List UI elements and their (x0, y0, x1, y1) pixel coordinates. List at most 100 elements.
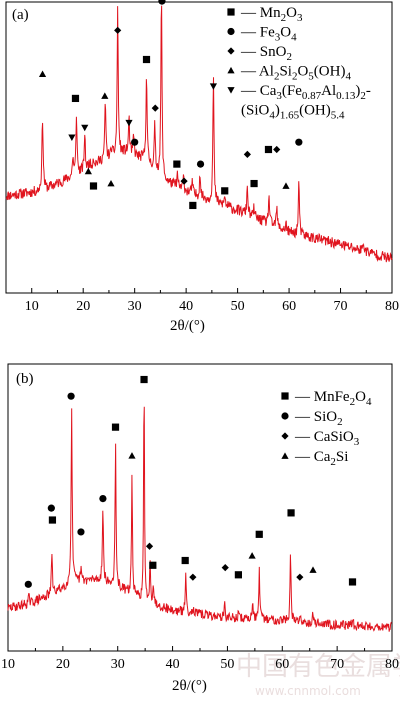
legend-entry: — CaSiO3 (294, 429, 360, 448)
panel-b-x-axis-title: 2θ/(°) (172, 678, 207, 694)
x-tick-label: 80 (385, 657, 399, 672)
peak-marker-triangle-up (248, 552, 256, 559)
peak-marker-triangle-down (125, 119, 133, 127)
peak-marker-circle (158, 0, 166, 5)
legend-marker-triangle-down (227, 87, 235, 94)
legend-entry: — Mn2O3 (240, 5, 303, 24)
panel-a: (a) 10 20 30 40 50 60 70 80 — Mn2O3— Fe3O4— SnO… (5, 0, 399, 334)
peak-marker-triangle-up (107, 179, 115, 187)
peak-marker-triangle-down (209, 83, 218, 90)
x-tick-label: 50 (231, 299, 245, 314)
panel-a-x-axis: 10 20 30 40 50 60 70 80 (5, 288, 399, 314)
x-tick-label: 60 (275, 657, 289, 672)
panel-b-label: (b) (16, 371, 34, 387)
peak-marker-triangle-up (38, 70, 47, 77)
panel-a-frame (5, 1, 393, 294)
peak-marker-square (221, 187, 229, 195)
watermark-sub-text: www.cnnmol.com (255, 684, 361, 698)
panel-a-label: (a) (12, 7, 29, 23)
x-tick-label: 70 (334, 299, 348, 314)
panel-b-x-axis: 10 20 30 40 50 60 70 80 (1, 646, 399, 672)
peak-marker-diamond (189, 573, 197, 581)
peak-marker-square (348, 578, 357, 586)
x-tick-label: 50 (220, 657, 234, 672)
peak-marker-diamond (221, 564, 229, 572)
legend-marker-circle (227, 27, 235, 36)
legend-marker-triangle-up (281, 452, 289, 459)
peak-marker-square (89, 182, 98, 190)
legend-entry: — Fe3O4 (240, 25, 297, 44)
peak-marker-triangle-up (282, 182, 290, 189)
peak-marker-diamond (145, 542, 154, 550)
peak-marker-square (255, 530, 263, 538)
panel-b-frame (7, 363, 393, 652)
xrd-pattern-line (7, 406, 392, 632)
peak-marker-diamond (296, 573, 304, 581)
panel-a-markers (38, 0, 303, 210)
peak-marker-circle (99, 494, 107, 503)
peak-marker-triangle-up (101, 92, 109, 99)
peak-marker-circle (196, 160, 205, 168)
panel-b-legend: — MnFe2O4— SiO2— CaSiO3— Ca2Si (281, 389, 372, 468)
peak-marker-square (287, 509, 295, 517)
legend-entry: — SnO2 (240, 44, 292, 63)
peak-marker-square (264, 145, 273, 154)
peak-marker-square (173, 160, 181, 168)
peak-marker-diamond (151, 104, 159, 112)
panel-b: (b) 10 20 30 40 50 60 70 80 — MnFe2O4— SiO2— Ca… (1, 363, 399, 694)
x-tick-label: 10 (1, 657, 15, 672)
x-tick-label: 30 (128, 299, 142, 314)
peak-marker-triangle-down (81, 124, 89, 132)
peak-marker-circle (77, 528, 85, 536)
x-tick-label: 20 (56, 657, 70, 672)
legend-marker-diamond (281, 432, 289, 440)
panel-a-plot (5, 5, 393, 263)
peak-marker-square (140, 375, 148, 384)
peak-marker-diamond (243, 150, 251, 158)
legend-entry: — Al2Si2O5(OH)4 (240, 64, 351, 83)
legend-entry: (SiO4)1.65(OH)5.4 (241, 103, 345, 122)
peak-marker-diamond (114, 26, 122, 34)
legend-marker-square (227, 8, 235, 16)
panel-a-x-axis-title: 2θ/(°) (170, 318, 205, 334)
peak-marker-circle (47, 504, 55, 512)
peak-marker-circle (131, 138, 139, 146)
x-tick-label: 80 (385, 299, 399, 314)
peak-marker-diamond (180, 177, 188, 185)
panel-b-plot (7, 406, 392, 632)
peak-marker-square (189, 201, 197, 210)
x-tick-label: 40 (179, 299, 193, 314)
x-tick-label: 20 (76, 299, 90, 314)
peak-marker-triangle-up (84, 167, 92, 175)
peak-marker-triangle-down (68, 134, 76, 141)
legend-entry: — Ca2Si (294, 449, 348, 468)
legend-entry: — Ca3(Fe0.87Al0.13)2- (240, 83, 371, 102)
legend-marker-triangle-up (227, 66, 235, 74)
legend-entry: — SiO2 (294, 409, 343, 428)
peak-marker-square (250, 179, 258, 188)
legend-marker-square (281, 392, 289, 400)
peak-marker-square (234, 571, 242, 579)
x-tick-label: 60 (282, 299, 296, 314)
panel-a-legend: — Mn2O3— Fe3O4— SnO2— Al2Si2O5(OH)4— Ca3… (227, 5, 371, 122)
peak-marker-square (149, 561, 157, 569)
xrd-pattern-line (5, 5, 393, 263)
legend-marker-circle (281, 412, 289, 420)
watermark: 中国有色金属学报 www.cnnmol.com (236, 652, 400, 698)
peak-marker-square (181, 556, 189, 565)
peak-marker-circle (24, 580, 32, 588)
x-tick-label: 30 (111, 657, 125, 672)
peak-marker-triangle-up (309, 566, 317, 573)
peak-marker-circle (67, 392, 75, 400)
legend-marker-diamond (227, 47, 235, 55)
panel-b-markers (24, 375, 357, 588)
peak-marker-triangle-up (128, 452, 136, 459)
peak-marker-diamond (273, 145, 281, 154)
legend-entry: — MnFe2O4 (294, 389, 372, 408)
peak-marker-square (71, 94, 80, 103)
x-tick-label: 40 (166, 657, 180, 672)
x-tick-label: 10 (25, 299, 39, 314)
peak-marker-square (48, 516, 57, 524)
peak-marker-circle (295, 138, 303, 146)
